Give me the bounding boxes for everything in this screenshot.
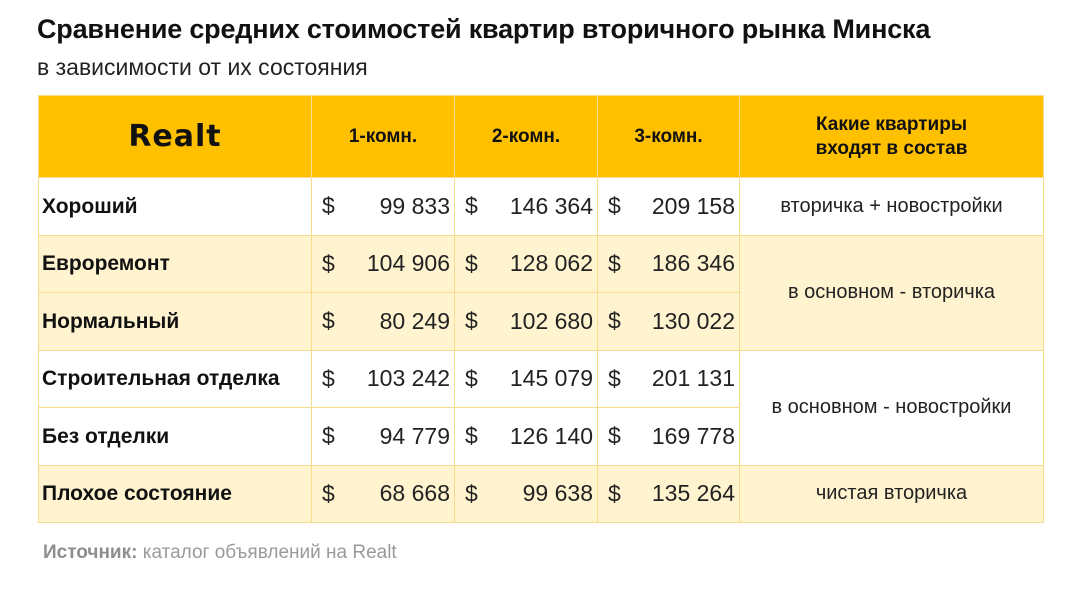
price-value: 99 638 — [522, 480, 593, 507]
price-cell: $135 264 — [597, 464, 740, 523]
col-header: 3-комн. — [597, 95, 740, 178]
price-value: 68 668 — [379, 480, 450, 507]
source-label: Источник: — [43, 542, 138, 563]
price-cell: $169 778 — [597, 407, 740, 466]
currency-symbol: $ — [608, 365, 621, 392]
chart-title: Сравнение средних стоимостей квартир вто… — [37, 14, 931, 44]
table-row: Хороший $99 833 $146 364 $209 158 вторич… — [38, 177, 1044, 236]
currency-symbol: $ — [322, 250, 335, 277]
row-label: Евроремонт — [38, 234, 312, 293]
price-value: 80 249 — [379, 307, 450, 334]
currency-symbol: $ — [465, 365, 478, 392]
currency-symbol: $ — [608, 422, 621, 449]
composition-note: в основном - вторичка — [739, 234, 1044, 351]
currency-symbol: $ — [465, 192, 478, 219]
price-value: 201 131 — [651, 365, 735, 392]
price-value: 104 906 — [366, 250, 450, 277]
table-row: Плохое состояние $68 668 $99 638 $135 26… — [38, 464, 1044, 523]
price-cell: $94 779 — [311, 407, 455, 466]
price-table: Realt 1-комн. 2-комн. 3-комн. Какие квар… — [38, 95, 1044, 523]
price-value: 209 158 — [651, 192, 735, 219]
currency-symbol: $ — [608, 307, 621, 334]
row-label: Плохое состояние — [38, 464, 312, 523]
currency-symbol: $ — [465, 422, 478, 449]
price-cell: $145 079 — [454, 349, 598, 408]
price-cell: $126 140 — [454, 407, 598, 466]
head-note-line: входят в состав — [815, 137, 968, 159]
price-value: 146 364 — [509, 192, 593, 219]
price-cell: $146 364 — [454, 177, 598, 236]
price-value: 130 022 — [651, 307, 735, 334]
price-cell: $99 638 — [454, 464, 598, 523]
col-header: 2-комн. — [454, 95, 598, 178]
composition-note: чистая вторичка — [739, 464, 1044, 523]
price-value: 99 833 — [379, 192, 450, 219]
currency-symbol: $ — [322, 365, 335, 392]
table-row: Нормальный $80 249 $102 680 $130 022 — [38, 292, 1044, 351]
currency-symbol: $ — [465, 480, 478, 507]
head-note-line: Какие квартиры — [815, 113, 968, 135]
composition-note: вторичка + новостройки — [739, 177, 1044, 236]
source-note: Источник: каталог объявлений на Realt — [43, 542, 397, 564]
table-row: Без отделки $94 779 $126 140 $169 778 — [38, 407, 1044, 466]
price-value: 126 140 — [509, 422, 593, 449]
row-label: Нормальный — [38, 292, 312, 351]
price-cell: $201 131 — [597, 349, 740, 408]
price-value: 102 680 — [509, 307, 593, 334]
price-cell: $130 022 — [597, 292, 740, 351]
currency-symbol: $ — [465, 250, 478, 277]
price-cell: $186 346 — [597, 234, 740, 293]
table-row: Строительная отделка $103 242 $145 079 $… — [38, 349, 1044, 466]
table-header-row: Realt 1-комн. 2-комн. 3-комн. Какие квар… — [38, 95, 1044, 178]
source-text: каталог объявлений на Realt — [142, 542, 397, 563]
price-cell: $99 833 — [311, 177, 455, 236]
realt-logo: Realt — [128, 119, 222, 154]
price-value: 169 778 — [651, 422, 735, 449]
price-value: 186 346 — [651, 250, 735, 277]
currency-symbol: $ — [322, 480, 335, 507]
price-value: 128 062 — [509, 250, 593, 277]
composition-note: в основном - новостройки — [739, 349, 1044, 466]
row-label: Строительная отделка — [38, 349, 312, 408]
price-value: 145 079 — [509, 365, 593, 392]
price-cell: $104 906 — [311, 234, 455, 293]
currency-symbol: $ — [465, 307, 478, 334]
col-header: 1-комн. — [311, 95, 455, 178]
currency-symbol: $ — [322, 192, 335, 219]
currency-symbol: $ — [608, 480, 621, 507]
row-label: Без отделки — [38, 407, 312, 466]
price-cell: $128 062 — [454, 234, 598, 293]
currency-symbol: $ — [322, 422, 335, 449]
price-cell: $102 680 — [454, 292, 598, 351]
price-value: 103 242 — [366, 365, 450, 392]
price-value: 135 264 — [651, 480, 735, 507]
currency-symbol: $ — [608, 192, 621, 219]
price-cell: $209 158 — [597, 177, 740, 236]
table-row: Евроремонт $104 906 $128 062 $186 346 в … — [38, 234, 1044, 351]
col-header-composition: Какие квартиры входят в состав — [739, 95, 1044, 178]
currency-symbol: $ — [322, 307, 335, 334]
price-value: 94 779 — [379, 422, 450, 449]
brand-logo-cell: Realt — [38, 95, 312, 178]
row-label: Хороший — [38, 177, 312, 236]
price-cell: $68 668 — [311, 464, 455, 523]
currency-symbol: $ — [608, 250, 621, 277]
price-cell: $80 249 — [311, 292, 455, 351]
price-cell: $103 242 — [311, 349, 455, 408]
chart-subtitle: в зависимости от их состояния — [37, 54, 368, 80]
